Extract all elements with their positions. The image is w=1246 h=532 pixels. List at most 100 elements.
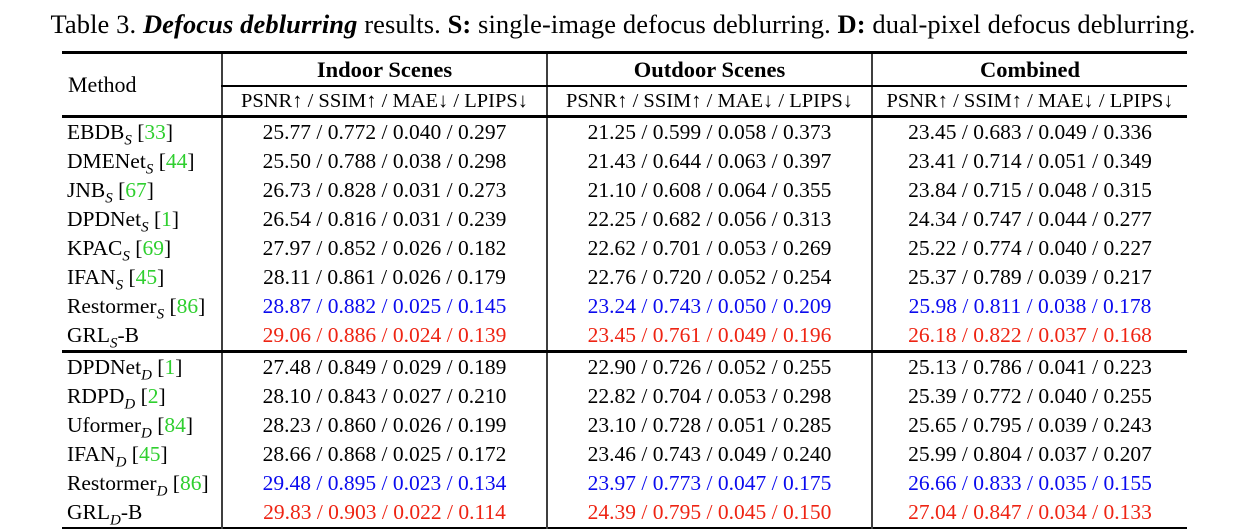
citation-number: 1 [161, 206, 172, 231]
method-subscript: S [145, 161, 154, 178]
citation-number: 84 [164, 412, 186, 437]
outdoor-values: 22.82 / 0.704 / 0.053 / 0.298 [546, 382, 872, 411]
citation-number: 2 [147, 383, 159, 408]
method-subscript: D [115, 454, 127, 471]
combined-values: 23.84 / 0.715 / 0.048 / 0.315 [871, 176, 1187, 205]
method-subscript: S [115, 277, 124, 294]
method-subscript: S [124, 132, 132, 149]
combined-values: 23.45 / 0.683 / 0.049 / 0.336 [871, 116, 1187, 147]
citation-number: 67 [125, 177, 147, 202]
method-subscript: D [124, 396, 136, 413]
metrics-header-row: PSNR↑ / SSIM↑ / MAE↓ / LPIPS↓ PSNR↑ / SS… [62, 86, 1187, 117]
table-header: Method Indoor Scenes Outdoor Scenes Comb… [62, 52, 1187, 117]
citation-ref: [44] [153, 148, 195, 173]
citation-ref: [45] [123, 264, 165, 289]
group-header-outdoor: Outdoor Scenes [546, 52, 872, 87]
method-cell: IFANS [45] [62, 263, 222, 294]
combined-values: 25.98 / 0.811 / 0.038 / 0.178 [871, 292, 1187, 321]
outdoor-values: 23.24 / 0.743 / 0.050 / 0.209 [546, 292, 872, 321]
caption-text: results. [357, 9, 448, 39]
citation-ref: [1] [151, 354, 183, 379]
combined-values: 27.04 / 0.847 / 0.034 / 0.133 [871, 498, 1187, 528]
method-subscript: D [141, 367, 152, 384]
method-name: RDPD [67, 383, 125, 408]
method-subscript: S [110, 335, 118, 352]
method-cell: DPDNetS [1] [62, 205, 222, 236]
outdoor-values: 23.10 / 0.728 / 0.051 / 0.285 [546, 411, 872, 440]
table-row: RestormerS [86] 28.87 / 0.882 / 0.025 / … [62, 292, 1187, 323]
outdoor-values: 22.90 / 0.726 / 0.052 / 0.255 [546, 351, 872, 382]
caption-d-label: D: [837, 9, 866, 39]
table-row: RestormerD [86] 29.48 / 0.895 / 0.023 / … [62, 469, 1187, 499]
metrics-header-combined: PSNR↑ / SSIM↑ / MAE↓ / LPIPS↓ [871, 86, 1187, 117]
citation-number: 33 [144, 119, 166, 144]
method-cell: RestormerS [86] [62, 292, 222, 323]
citation-ref: [45] [126, 441, 168, 466]
method-name: KPAC [67, 235, 123, 260]
method-subscript: S [122, 248, 130, 265]
indoor-values: 28.66 / 0.868 / 0.025 / 0.172 [221, 440, 547, 469]
table-row: RDPDD [2] 28.10 / 0.843 / 0.027 / 0.210 … [62, 382, 1187, 413]
table-row: DPDNetD [1] 27.48 / 0.849 / 0.029 / 0.18… [62, 351, 1187, 383]
indoor-values: 29.06 / 0.886 / 0.024 / 0.139 [221, 321, 547, 352]
metrics-header-outdoor: PSNR↑ / SSIM↑ / MAE↓ / LPIPS↓ [546, 86, 872, 117]
method-name: DMENet [67, 148, 146, 173]
combined-values: 23.41 / 0.714 / 0.051 / 0.349 [871, 147, 1187, 176]
indoor-values: 28.10 / 0.843 / 0.027 / 0.210 [221, 382, 547, 411]
citation-number: 1 [164, 354, 176, 379]
citation-ref: [2] [135, 383, 166, 408]
citation-number: 86 [179, 470, 202, 495]
table-row: KPACS [69] 27.97 / 0.852 / 0.026 / 0.182… [62, 234, 1187, 265]
citation-ref: [69] [129, 235, 172, 260]
outdoor-values: 22.62 / 0.701 / 0.053 / 0.269 [546, 234, 872, 263]
indoor-values: 28.23 / 0.860 / 0.026 / 0.199 [221, 411, 547, 440]
outdoor-values: 23.97 / 0.773 / 0.047 / 0.175 [546, 469, 872, 498]
citation-number: 44 [165, 148, 188, 173]
outdoor-values: 23.45 / 0.761 / 0.049 / 0.196 [546, 321, 872, 352]
method-column-header: Method [68, 71, 137, 97]
table-row: DMENetS [44] 25.50 / 0.788 / 0.038 / 0.2… [62, 147, 1187, 178]
combined-values: 25.37 / 0.789 / 0.039 / 0.217 [871, 263, 1187, 292]
method-name: GRL [67, 499, 110, 524]
citation-ref: [86] [164, 293, 206, 318]
method-subscript: S [141, 219, 149, 236]
combined-values: 25.99 / 0.804 / 0.037 / 0.207 [871, 440, 1187, 469]
combined-values: 24.34 / 0.747 / 0.044 / 0.277 [871, 205, 1187, 234]
citation-number: 86 [176, 293, 199, 318]
indoor-values: 28.11 / 0.861 / 0.026 / 0.179 [221, 263, 547, 292]
method-name: DPDNet [67, 354, 142, 379]
combined-values: 25.39 / 0.772 / 0.040 / 0.255 [871, 382, 1187, 411]
indoor-values: 26.73 / 0.828 / 0.031 / 0.273 [221, 176, 547, 205]
citation-number: 69 [142, 235, 164, 260]
method-name: Uformer [67, 412, 142, 437]
dual-pixel-section: DPDNetD [1] 27.48 / 0.849 / 0.029 / 0.18… [62, 351, 1187, 528]
method-name: Restormer [67, 470, 157, 495]
combined-values: 25.13 / 0.786 / 0.041 / 0.223 [871, 351, 1187, 382]
group-header-combined: Combined [871, 52, 1187, 87]
outdoor-values: 21.10 / 0.608 / 0.064 / 0.355 [546, 176, 872, 205]
indoor-values: 29.83 / 0.903 / 0.022 / 0.114 [221, 498, 547, 528]
caption-text: single-image defocus deblurring. [471, 9, 838, 39]
method-cell: GRLS-B [62, 321, 222, 352]
method-cell: DMENetS [44] [62, 147, 222, 178]
outdoor-values: 21.25 / 0.599 / 0.058 / 0.373 [546, 116, 872, 147]
citation-ref: [67] [112, 177, 154, 202]
table-row: IFANS [45] 28.11 / 0.861 / 0.026 / 0.179… [62, 263, 1187, 294]
method-cell: IFAND [45] [62, 440, 222, 471]
results-table: Method Indoor Scenes Outdoor Scenes Comb… [62, 51, 1187, 529]
citation-number: 45 [135, 264, 158, 289]
method-cell: DPDNetD [1] [62, 352, 222, 383]
method-cell: GRLD-B [62, 498, 222, 528]
method-name: GRL [67, 322, 110, 347]
method-subscript: S [105, 190, 113, 207]
method-subscript: D [110, 512, 121, 529]
table-row: DPDNetS [1] 26.54 / 0.816 / 0.031 / 0.23… [62, 205, 1187, 236]
indoor-values: 25.50 / 0.788 / 0.038 / 0.298 [221, 147, 547, 176]
method-subscript: S [156, 306, 165, 323]
method-name: IFAN [67, 264, 116, 289]
combined-values: 26.18 / 0.822 / 0.037 / 0.168 [871, 321, 1187, 352]
outdoor-values: 22.25 / 0.682 / 0.056 / 0.313 [546, 205, 872, 234]
method-name: EBDB [67, 119, 125, 144]
citation-number: 45 [138, 441, 161, 466]
